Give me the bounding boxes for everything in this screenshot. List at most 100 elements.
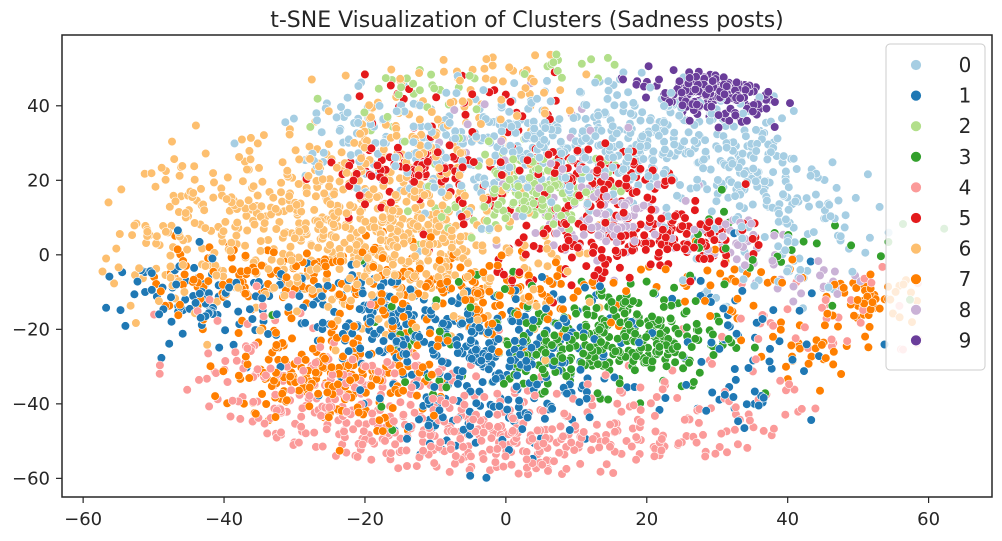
point-cluster-4 (309, 428, 319, 438)
point-cluster-7 (348, 338, 358, 348)
point-cluster-6 (131, 318, 141, 328)
point-cluster-1 (507, 316, 517, 326)
point-cluster-3 (719, 207, 729, 217)
point-cluster-6 (222, 194, 232, 204)
point-cluster-1 (447, 296, 457, 306)
point-cluster-7 (513, 310, 523, 320)
x-tick-label: 20 (635, 509, 658, 530)
point-cluster-0 (509, 78, 519, 88)
point-cluster-6 (263, 264, 274, 274)
point-cluster-4 (736, 314, 746, 324)
point-cluster-4 (446, 444, 456, 454)
point-cluster-4 (479, 392, 489, 402)
point-cluster-0 (451, 88, 462, 98)
x-tick-label: −40 (205, 509, 243, 530)
point-cluster-5 (662, 244, 672, 254)
plot-frame (61, 34, 993, 498)
point-cluster-1 (222, 299, 232, 309)
point-cluster-7 (493, 260, 503, 271)
point-cluster-5 (748, 234, 758, 244)
point-cluster-3 (531, 350, 541, 360)
point-cluster-6 (129, 220, 139, 230)
point-cluster-3 (641, 332, 651, 342)
point-cluster-3 (441, 382, 451, 392)
point-cluster-6 (208, 193, 218, 203)
point-cluster-8 (600, 171, 610, 181)
point-cluster-3 (659, 302, 669, 312)
point-cluster-6 (305, 154, 315, 164)
point-cluster-6 (280, 291, 290, 301)
point-cluster-1 (512, 370, 522, 381)
point-cluster-3 (812, 238, 822, 248)
point-cluster-7 (460, 295, 470, 305)
point-cluster-0 (409, 121, 419, 132)
point-cluster-8 (629, 236, 640, 246)
point-cluster-7 (412, 391, 422, 401)
point-cluster-1 (483, 327, 494, 337)
point-cluster-7 (839, 283, 849, 293)
point-cluster-8 (592, 208, 602, 218)
point-cluster-5 (460, 110, 471, 120)
point-cluster-8 (546, 159, 556, 169)
point-cluster-0 (392, 106, 402, 116)
point-cluster-4 (407, 382, 417, 392)
point-cluster-1 (609, 372, 620, 383)
point-cluster-1 (233, 307, 243, 317)
point-cluster-0 (560, 173, 571, 183)
point-cluster-6 (165, 202, 175, 212)
point-cluster-7 (573, 286, 583, 296)
point-cluster-4 (261, 370, 271, 380)
point-cluster-4 (466, 451, 476, 461)
point-cluster-6 (539, 88, 549, 98)
point-cluster-5 (635, 164, 646, 174)
point-cluster-4 (155, 369, 165, 379)
point-cluster-7 (700, 296, 710, 306)
point-cluster-4 (327, 370, 338, 380)
point-cluster-1 (318, 318, 328, 328)
point-cluster-6 (529, 76, 539, 87)
point-cluster-0 (612, 90, 622, 100)
point-cluster-4 (194, 375, 204, 385)
point-cluster-6 (485, 273, 496, 283)
point-cluster-4 (605, 442, 615, 452)
point-cluster-5 (573, 243, 583, 253)
point-cluster-0 (581, 133, 591, 143)
point-cluster-9 (770, 97, 780, 107)
point-cluster-0 (692, 182, 702, 193)
point-cluster-7 (836, 369, 846, 379)
point-cluster-3 (454, 277, 464, 287)
point-cluster-3 (592, 388, 603, 398)
point-cluster-2 (519, 69, 530, 79)
point-cluster-3 (376, 402, 387, 412)
point-cluster-1 (493, 334, 504, 344)
point-cluster-3 (846, 240, 856, 250)
point-cluster-4 (673, 438, 684, 448)
point-cluster-0 (768, 167, 778, 177)
point-cluster-6 (415, 114, 425, 125)
point-cluster-7 (335, 446, 345, 456)
point-cluster-0 (603, 85, 614, 96)
point-cluster-7 (421, 282, 431, 292)
point-cluster-0 (540, 123, 550, 133)
point-cluster-6 (260, 218, 270, 228)
point-cluster-6 (325, 240, 335, 250)
point-cluster-1 (358, 288, 368, 298)
point-cluster-8 (769, 231, 779, 241)
legend-label-7: 7 (959, 267, 972, 291)
point-cluster-4 (612, 399, 622, 409)
point-cluster-3 (647, 356, 658, 366)
point-cluster-0 (759, 176, 770, 187)
point-cluster-4 (294, 438, 304, 448)
point-cluster-1 (195, 289, 205, 299)
point-cluster-5 (646, 259, 656, 270)
point-cluster-9 (722, 81, 732, 91)
point-cluster-7 (852, 295, 863, 305)
point-cluster-0 (679, 136, 689, 146)
point-cluster-5 (366, 171, 377, 181)
point-cluster-1 (207, 253, 217, 264)
point-cluster-1 (681, 380, 691, 390)
point-cluster-7 (398, 386, 408, 396)
point-cluster-7 (732, 294, 743, 304)
point-cluster-0 (638, 154, 649, 164)
point-cluster-8 (732, 254, 742, 264)
